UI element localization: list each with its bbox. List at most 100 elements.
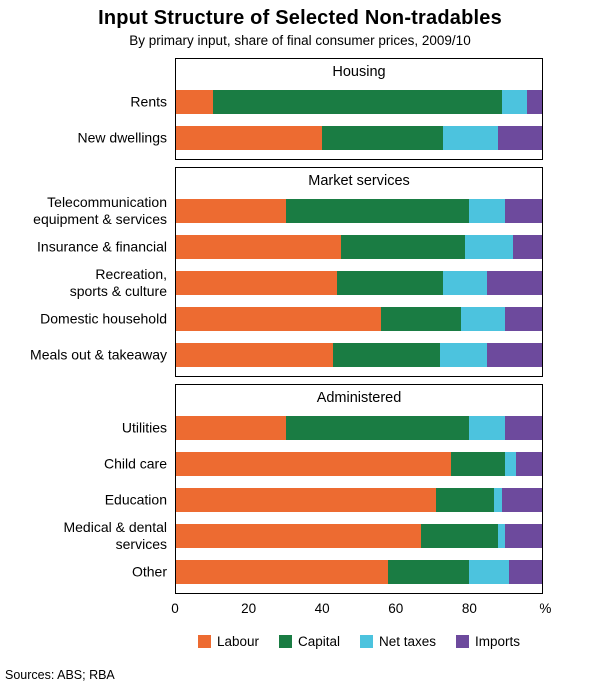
segment-labour bbox=[176, 235, 341, 259]
stacked-bar-meals-out-takeaway bbox=[176, 343, 542, 367]
segment-labour bbox=[176, 199, 286, 223]
segment-net-taxes bbox=[498, 524, 506, 548]
segment-labour bbox=[176, 343, 334, 367]
segment-imports bbox=[516, 452, 542, 476]
segment-net-taxes bbox=[468, 416, 506, 440]
bar-row-telecommunication-equipment-services: Telecommunication equipment & services bbox=[33, 194, 542, 227]
panel-market-services: Market services Telecommunication equipme… bbox=[30, 167, 543, 377]
segment-imports bbox=[501, 488, 542, 512]
segment-capital bbox=[388, 560, 469, 584]
bar-row-medical-dental-services: Medical & dental services bbox=[63, 519, 542, 552]
legend-label-net-taxes: Net taxes bbox=[379, 634, 437, 649]
bar-row-education: Education bbox=[105, 488, 542, 512]
category-label-rents: Rents bbox=[130, 93, 167, 110]
bar-row-new-dwellings: New dwellings bbox=[78, 126, 542, 150]
legend: Labour Capital Net taxes Imports bbox=[175, 634, 543, 649]
category-label-domestic-household: Domestic household bbox=[40, 310, 167, 327]
stacked-bar-other bbox=[176, 560, 542, 584]
stacked-bar-rents bbox=[176, 90, 542, 114]
segment-net-taxes bbox=[465, 235, 513, 259]
legend-label-imports: Imports bbox=[475, 634, 521, 649]
category-label-telecommunication-equipment-services: Telecommunication equipment & services bbox=[33, 194, 167, 227]
segment-imports bbox=[505, 307, 542, 331]
segment-labour bbox=[176, 271, 338, 295]
category-label-meals-out-takeaway: Meals out & takeaway bbox=[30, 346, 167, 363]
segment-capital bbox=[435, 488, 495, 512]
x-tick-40: 40 bbox=[314, 601, 330, 616]
stacked-bar-telecommunication-equipment-services bbox=[176, 199, 542, 223]
segment-imports bbox=[505, 524, 542, 548]
legend-swatch-labour bbox=[197, 635, 211, 648]
bar-row-other: Other bbox=[132, 560, 542, 584]
stacked-bar-new-dwellings bbox=[176, 126, 542, 150]
stacked-bar-utilities bbox=[176, 416, 542, 440]
bar-row-meals-out-takeaway: Meals out & takeaway bbox=[30, 343, 542, 367]
legend-item-net-taxes: Net taxes bbox=[360, 634, 436, 649]
segment-net-taxes bbox=[468, 560, 510, 584]
chart-title: Input Structure of Selected Non-tradable… bbox=[98, 7, 502, 29]
segment-labour bbox=[176, 90, 213, 114]
segment-imports bbox=[487, 271, 542, 295]
x-axis: 0 20 40 60 80% bbox=[171, 601, 551, 619]
category-label-utilities: Utilities bbox=[121, 419, 167, 436]
legend-item-capital: Capital bbox=[278, 634, 341, 649]
category-label-insurance-financial: Insurance & financial bbox=[37, 238, 167, 255]
panel-header-administered: Administered bbox=[316, 390, 402, 406]
bar-row-utilities: Utilities bbox=[122, 416, 542, 440]
segment-labour bbox=[176, 416, 286, 440]
x-tick-80: 80 bbox=[461, 601, 477, 616]
segment-labour bbox=[176, 126, 323, 150]
panel-housing: Housing Rents New dwellings bbox=[78, 58, 543, 160]
category-label-new-dwellings: New dwellings bbox=[77, 129, 167, 146]
panel-header-market-services: Market services bbox=[308, 173, 410, 189]
stacked-bar-recreation-sports-culture bbox=[176, 271, 542, 295]
legend-swatch-imports bbox=[456, 635, 470, 648]
segment-labour bbox=[176, 488, 436, 512]
segment-imports bbox=[509, 560, 542, 584]
bar-row-domestic-household: Domestic household bbox=[40, 307, 542, 331]
segment-imports bbox=[505, 416, 542, 440]
segment-capital bbox=[212, 90, 502, 114]
stacked-bar-insurance-financial bbox=[176, 235, 542, 259]
x-tick-60: 60 bbox=[388, 601, 404, 616]
segment-imports bbox=[512, 235, 542, 259]
segment-net-taxes bbox=[439, 343, 488, 367]
segment-labour bbox=[176, 560, 389, 584]
segment-capital bbox=[340, 235, 466, 259]
segment-capital bbox=[285, 199, 469, 223]
segment-net-taxes bbox=[501, 90, 528, 114]
bar-row-recreation-sports-culture: Recreation, sports & culture bbox=[70, 266, 542, 299]
category-label-other: Other bbox=[131, 563, 167, 580]
x-tick-20: 20 bbox=[241, 601, 257, 616]
segment-net-taxes bbox=[461, 307, 506, 331]
segment-labour bbox=[176, 524, 422, 548]
legend-item-imports: Imports bbox=[456, 634, 520, 649]
legend-label-capital: Capital bbox=[297, 634, 341, 649]
category-label-recreation-sports-culture: Recreation, sports & culture bbox=[69, 266, 167, 299]
stacked-bar-medical-dental-services bbox=[176, 524, 542, 548]
segment-labour bbox=[176, 307, 381, 331]
segment-imports bbox=[498, 126, 542, 150]
sources-note: Sources: ABS; RBA bbox=[5, 668, 115, 682]
segment-net-taxes bbox=[505, 452, 517, 476]
stacked-bar-domestic-household bbox=[176, 307, 542, 331]
panel-header-housing: Housing bbox=[332, 64, 386, 80]
stacked-bar-education bbox=[176, 488, 542, 512]
stacked-bar-child-care bbox=[176, 452, 542, 476]
segment-capital bbox=[285, 416, 469, 440]
segment-capital bbox=[333, 343, 440, 367]
bar-row-insurance-financial: Insurance & financial bbox=[37, 235, 542, 259]
legend-swatch-net-taxes bbox=[360, 635, 374, 648]
segment-imports bbox=[505, 199, 542, 223]
segment-capital bbox=[450, 452, 506, 476]
segment-labour bbox=[176, 452, 451, 476]
bar-row-rents: Rents bbox=[130, 90, 542, 114]
category-label-child-care: Child care bbox=[103, 455, 167, 472]
category-label-education: Education bbox=[104, 491, 167, 508]
segment-imports bbox=[527, 90, 542, 114]
category-label-medical-dental-services: Medical & dental services bbox=[63, 519, 167, 552]
legend-label-labour: Labour bbox=[216, 634, 259, 649]
segment-capital bbox=[337, 271, 444, 295]
x-axis-unit-label: % bbox=[539, 601, 552, 616]
